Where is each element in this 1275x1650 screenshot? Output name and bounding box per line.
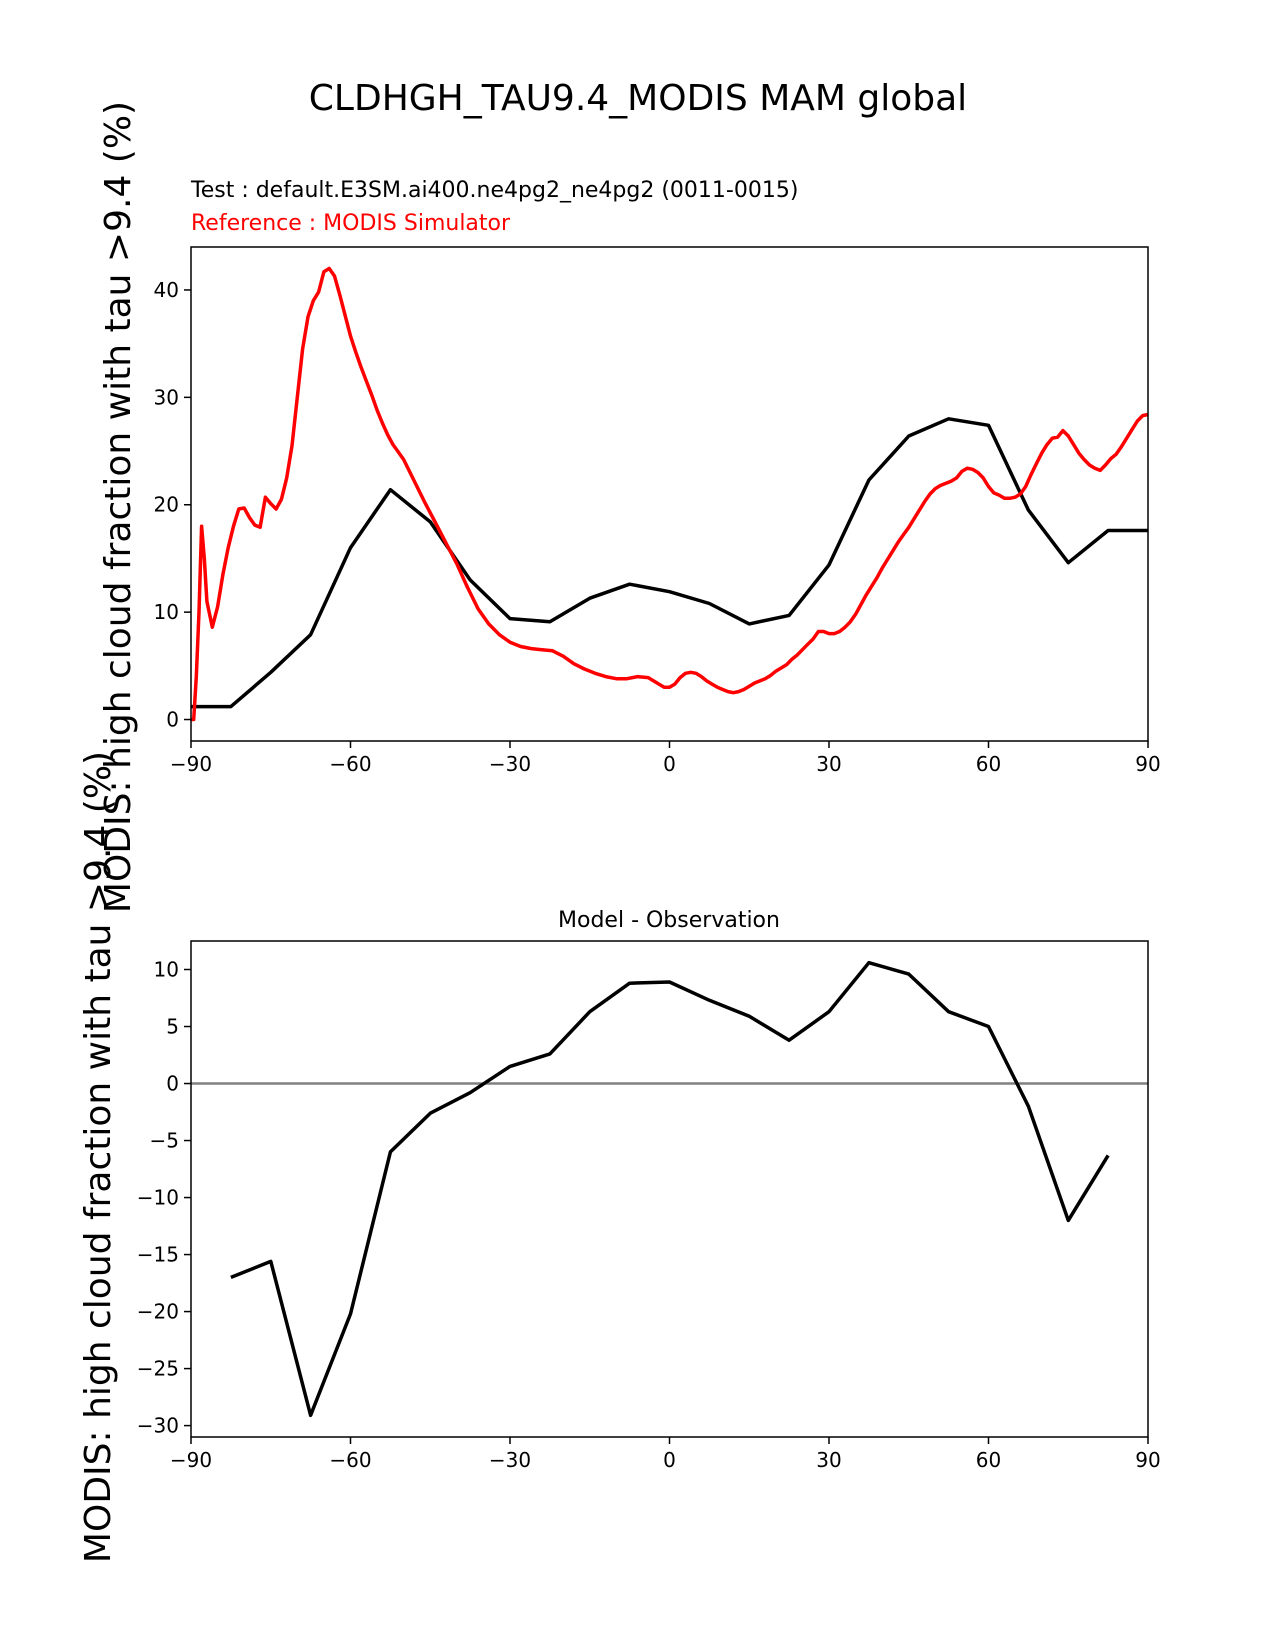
top-xtick-label: −60 — [329, 752, 371, 776]
top-ytick-label: 40 — [154, 278, 179, 302]
bottom-ytick-label: −15 — [137, 1243, 179, 1267]
bottom-xtick-label: 90 — [1135, 1448, 1160, 1472]
top-ytick-label: 30 — [154, 385, 179, 409]
bottom-ytick-label: −20 — [137, 1300, 179, 1324]
top-series-0-line — [191, 417, 1148, 709]
bottom-ytick-label: 10 — [154, 958, 179, 982]
bottom-ytick-label: 0 — [166, 1072, 179, 1096]
top-xtick-label: −90 — [170, 752, 212, 776]
top-ylabel: MODIS: high cloud fraction with tau >9.4… — [98, 101, 139, 913]
bottom-panel: Model - Observation −90 −60 −30 0 30 60 90 10 5 0… — [78, 751, 1161, 1563]
top-ytick-label: 20 — [154, 493, 179, 517]
top-xtick-label: 30 — [816, 752, 841, 776]
bottom-title: Model - Observation — [558, 908, 780, 933]
test-label: Test : default.E3SM.ai400.ne4pg2_ne4pg2 … — [190, 178, 798, 203]
bottom-xtick-label: 30 — [816, 1448, 841, 1472]
top-xtick-label: −30 — [489, 752, 531, 776]
bottom-ytick-label: 5 — [166, 1015, 179, 1039]
top-xtick-label: 0 — [663, 752, 676, 776]
top-xtick-label: 90 — [1135, 752, 1160, 776]
bottom-ytick-label: −10 — [137, 1186, 179, 1210]
bottom-ylabel: MODIS: high cloud fraction with tau >9.4… — [78, 751, 119, 1563]
bottom-xtick-label: −90 — [170, 1448, 212, 1472]
reference-label: Reference : MODIS Simulator — [191, 211, 511, 236]
top-ytick-label: 10 — [154, 600, 179, 624]
bottom-xtick-label: 0 — [663, 1448, 676, 1472]
figure-title: CLDHGH_TAU9.4_MODIS MAM global — [309, 78, 967, 119]
top-xtick-label: 60 — [976, 752, 1001, 776]
top-ytick-label: 0 — [166, 708, 179, 732]
top-panel: Test : default.E3SM.ai400.ne4pg2_ne4pg2 … — [98, 101, 1161, 913]
top-series-1-line — [191, 266, 1149, 722]
bottom-xtick-label: −30 — [489, 1448, 531, 1472]
top-plot-content: −90 −60 −30 0 30 60 90 0 10 20 30 40 — [154, 246, 1161, 776]
bottom-ytick-label: −30 — [137, 1414, 179, 1438]
bottom-xtick-label: 60 — [976, 1448, 1001, 1472]
bottom-series-0-line — [230, 960, 1110, 1418]
bottom-plot-content: −90 −60 −30 0 30 60 90 10 5 0 −5 −10 −15 −20 −25 −30 — [137, 940, 1161, 1472]
bottom-ytick-label: −5 — [150, 1129, 179, 1153]
bottom-ytick-label: −25 — [137, 1357, 179, 1381]
bottom-xtick-label: −60 — [329, 1448, 371, 1472]
